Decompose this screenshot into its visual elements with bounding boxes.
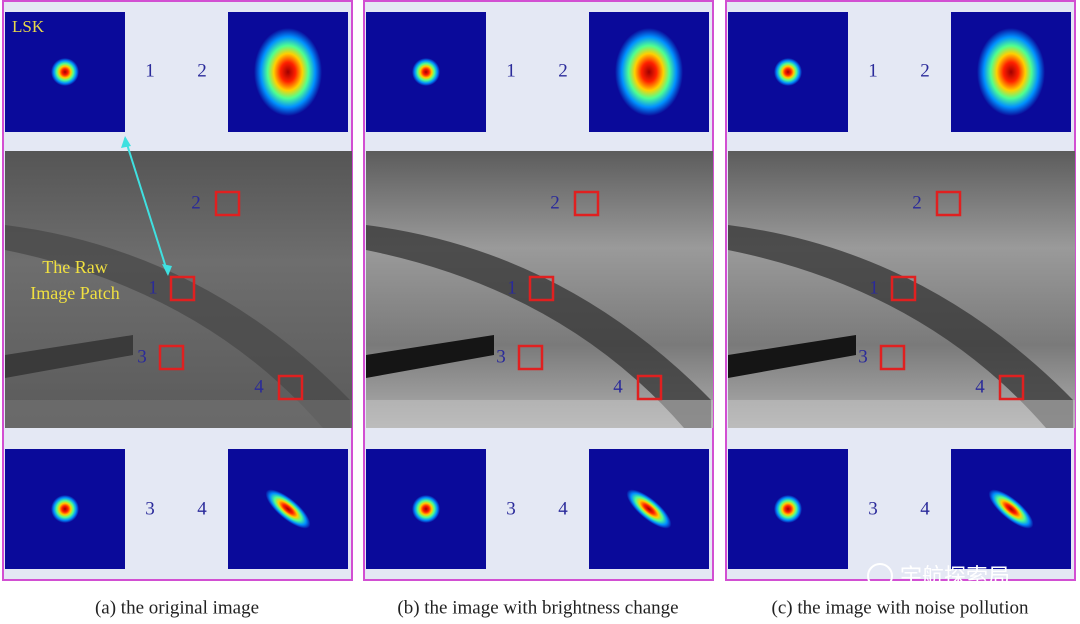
patch-number: 4 [254, 376, 264, 397]
patch-box [890, 275, 917, 302]
patch-box [214, 190, 241, 217]
panel-caption: (b) the image with brightness change [397, 597, 678, 618]
kernel-blob [977, 28, 1045, 116]
patch-number: 1 [148, 277, 158, 298]
annotation-arrow [124, 137, 169, 275]
kernel-blob [412, 495, 440, 523]
watermark-icon [867, 563, 893, 589]
patch-box [879, 344, 906, 371]
scene-ground [5, 400, 352, 428]
kernel-blob [51, 495, 79, 523]
kernel-number: 3 [506, 498, 516, 519]
kernel-blob [615, 28, 683, 116]
patch-annotation: The Raw [42, 257, 107, 277]
patch-box [636, 374, 663, 401]
kernel-number: 3 [868, 498, 878, 519]
panel-caption: (c) the image with noise pollution [772, 597, 1029, 618]
scene-wall [728, 335, 856, 378]
patch-number: 4 [613, 376, 623, 397]
kernel-number: 3 [145, 498, 155, 519]
scene-wall [366, 335, 494, 378]
patch-box [277, 374, 304, 401]
patch-box [935, 190, 962, 217]
watermark: 宇航探索局 [900, 565, 1010, 590]
scene-wall [5, 335, 133, 378]
kernel-number: 2 [558, 60, 568, 81]
patch-box [517, 344, 544, 371]
kernel-blob [774, 58, 802, 86]
patch-number: 2 [191, 192, 201, 213]
patch-annotation: Image Patch [30, 283, 119, 303]
kernel-blob [988, 489, 1034, 529]
patch-number: 2 [912, 192, 922, 213]
kernel-blob [412, 58, 440, 86]
patch-box [158, 344, 185, 371]
kernel-number: 1 [145, 60, 155, 81]
arrow-head [121, 136, 131, 148]
panel-caption: (a) the original image [95, 597, 259, 618]
patch-number: 3 [496, 346, 506, 367]
kernel-blob [626, 489, 672, 529]
kernel-blob [254, 28, 322, 116]
kernel-blob [51, 58, 79, 86]
kernel-number: 2 [920, 60, 930, 81]
kernel-annotation: LSK [12, 17, 45, 36]
patch-number: 1 [869, 277, 879, 298]
patch-box [998, 374, 1025, 401]
kernel-number: 1 [506, 60, 516, 81]
kernel-number: 4 [920, 498, 930, 519]
kernel-blob [774, 495, 802, 523]
kernel-number: 4 [558, 498, 568, 519]
patch-box [528, 275, 555, 302]
kernel-number: 4 [197, 498, 207, 519]
patch-box [573, 190, 600, 217]
patch-number: 3 [858, 346, 868, 367]
patch-number: 2 [550, 192, 560, 213]
kernel-number: 2 [197, 60, 207, 81]
scene-ground [728, 400, 1075, 428]
patch-number: 4 [975, 376, 985, 397]
patch-number: 1 [507, 277, 517, 298]
kernel-blob [265, 489, 311, 529]
patch-number: 3 [137, 346, 147, 367]
scene-ground [366, 400, 713, 428]
kernel-number: 1 [868, 60, 878, 81]
arrow-head [162, 264, 172, 276]
patch-box [169, 275, 196, 302]
